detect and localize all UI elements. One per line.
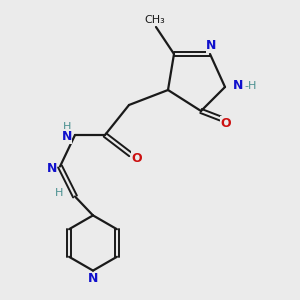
Text: N: N: [206, 39, 217, 52]
Text: H: H: [55, 188, 64, 198]
Text: N: N: [88, 272, 98, 286]
Text: N: N: [233, 79, 244, 92]
Text: H: H: [62, 122, 71, 132]
Text: O: O: [220, 116, 231, 130]
Text: -H: -H: [244, 80, 257, 91]
Text: N: N: [46, 161, 57, 175]
Text: O: O: [132, 152, 142, 165]
Text: CH₃: CH₃: [144, 15, 165, 26]
Text: N: N: [61, 130, 72, 143]
